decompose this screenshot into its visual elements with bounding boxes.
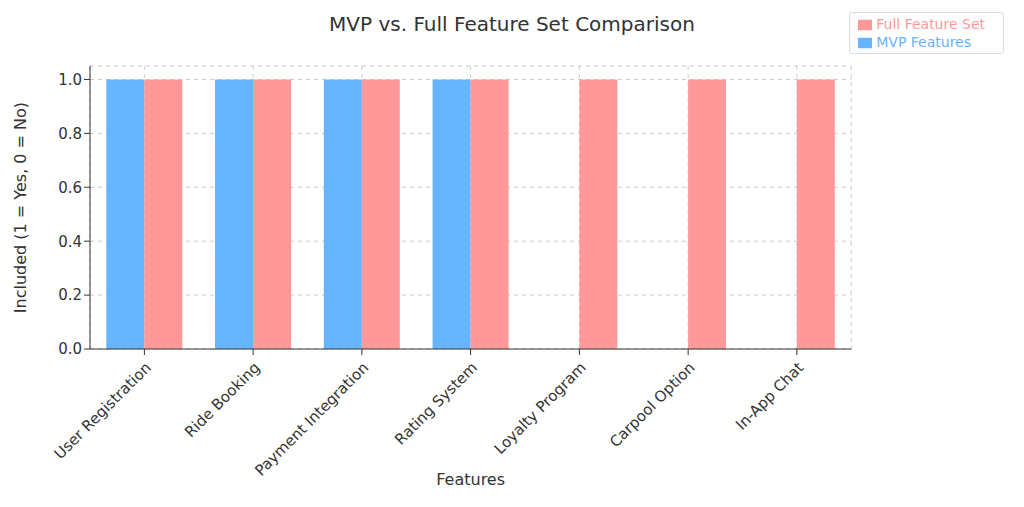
svg-text:Rating System: Rating System (391, 359, 481, 449)
svg-text:0.2: 0.2 (58, 286, 82, 304)
svg-text:0.0: 0.0 (58, 340, 82, 358)
svg-text:Ride Booking: Ride Booking (181, 359, 263, 441)
svg-text:0.4: 0.4 (58, 233, 82, 251)
html-text:MVP vs. Full Feature Set Compa: MVP vs. Full Feature Set Comparison (329, 12, 695, 36)
svg-text:User Registration: User Registration (50, 359, 154, 463)
svg-text:Included (1 = Yes, 0 = No): Included (1 = Yes, 0 = No) (11, 102, 30, 313)
svg-text:1.0: 1.0 (58, 71, 82, 89)
html-text:MVP Features: MVP Features (876, 34, 971, 50)
svg-text:0.6: 0.6 (58, 179, 82, 197)
html-text:Full Feature Set: Full Feature Set (876, 16, 985, 32)
svg-text:In-App Chat: In-App Chat (732, 359, 807, 434)
svg-text:Loyalty Program: Loyalty Program (491, 359, 590, 458)
svg-text:Features: Features (436, 470, 505, 489)
svg-text:Payment Integration: Payment Integration (251, 359, 372, 480)
svg-text:0.8: 0.8 (58, 125, 82, 143)
svg-text:Carpool Option: Carpool Option (606, 359, 698, 451)
